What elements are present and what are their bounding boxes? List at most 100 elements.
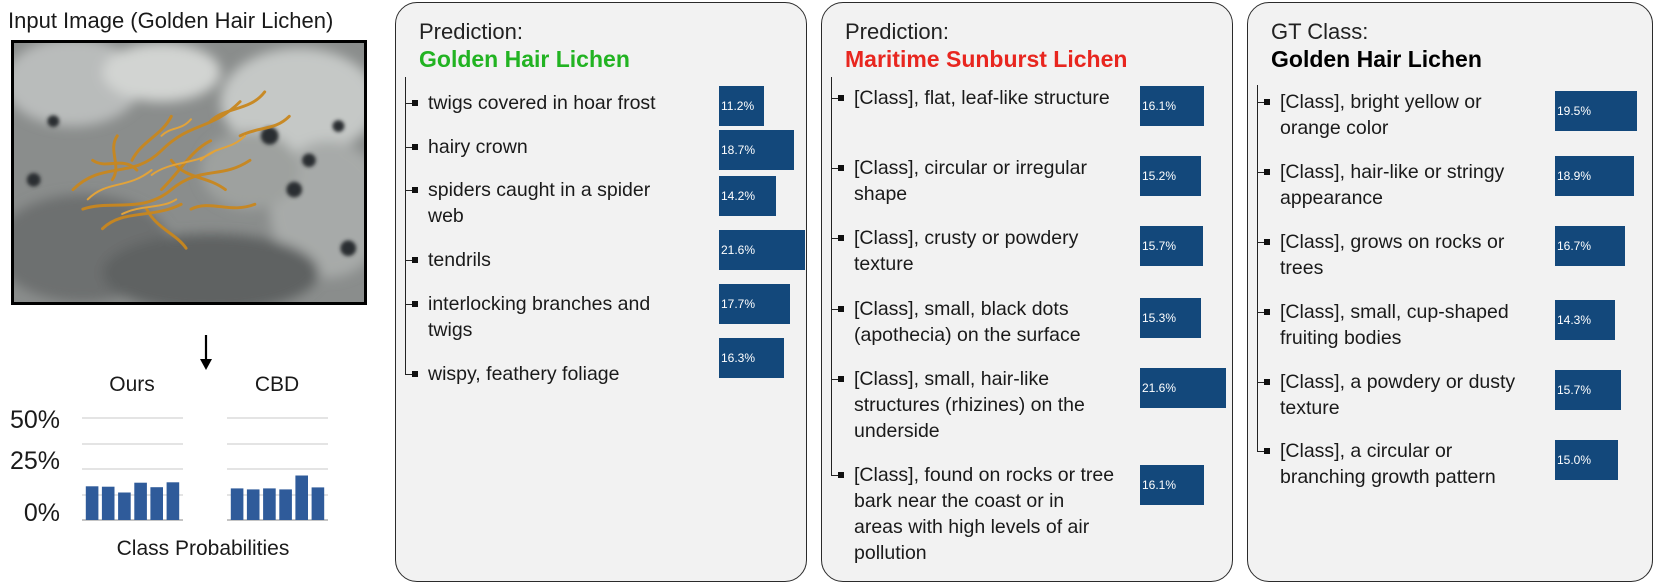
- tree-branch-line: [1257, 242, 1265, 243]
- tree-branch-line: [405, 304, 413, 305]
- concept-text: [Class], grows on rocks or trees: [1280, 231, 1505, 279]
- tree-node-marker: [1264, 169, 1270, 175]
- prediction-panel-2: Prediction: Maritime Sunburst Lichen [Cl…: [821, 2, 1233, 582]
- tree-node-marker: [412, 257, 418, 263]
- concept-text: [Class], circular or irregular shape: [854, 157, 1087, 205]
- concept-score-bar: 16.7%: [1555, 226, 1625, 266]
- chart-bars: [85, 475, 325, 520]
- concept-score-bar: 15.7%: [1140, 226, 1203, 266]
- probability-bar: [279, 489, 292, 520]
- concept-score-bar: 14.3%: [1555, 300, 1615, 340]
- lichen-photo: [14, 43, 364, 302]
- tree-branch-line: [1257, 451, 1265, 452]
- y-tick-25: 25%: [10, 447, 60, 475]
- tree-node-marker: [838, 306, 844, 312]
- y-tick-0: 0%: [24, 499, 60, 527]
- probability-bar: [311, 487, 325, 520]
- class-probability-chart: 50% 25% 0% Ours CBD Class Probabilities: [10, 373, 328, 560]
- tree-node-marker: [838, 95, 844, 101]
- concept-text: interlocking branches and twigs: [428, 293, 651, 341]
- concept-text: [Class], small, cup-shaped fruiting bodi…: [1280, 301, 1509, 349]
- tree-node-marker: [1264, 309, 1270, 315]
- tree-branch-line: [831, 98, 839, 99]
- concept-score-bar: 15.0%: [1555, 440, 1618, 480]
- tree-node-marker: [838, 376, 844, 382]
- probability-bar: [101, 486, 115, 520]
- concept-text: [Class], a circular or branching growth …: [1280, 440, 1496, 488]
- concept-score-bar: 18.7%: [719, 130, 794, 170]
- concept-score-bar: 14.2%: [719, 176, 776, 216]
- predicted-class: Golden Hair Lichen: [419, 46, 630, 72]
- concept-text: [Class], small, black dots (apothecia) o…: [854, 298, 1081, 346]
- tree-node-marker: [1264, 239, 1270, 245]
- concept-text: spiders caught in a spider web: [428, 179, 651, 227]
- concept-score-bar: 16.1%: [1140, 465, 1204, 505]
- tree-branch-line: [831, 379, 839, 380]
- probability-bar: [263, 488, 276, 520]
- tree-node-marker: [838, 472, 844, 478]
- tree-branch-line: [1257, 102, 1265, 103]
- concept-text: hairy crown: [428, 136, 528, 158]
- probability-bar: [166, 482, 180, 520]
- concept-text: [Class], a powdery or dusty texture: [1280, 371, 1516, 419]
- concept-text: [Class], flat, leaf-like structure: [854, 87, 1110, 109]
- probability-bar: [134, 482, 147, 520]
- concept-score-bar: 19.5%: [1555, 91, 1637, 131]
- concept-text: tendrils: [428, 249, 491, 271]
- probability-bar: [246, 489, 260, 520]
- tree-node-marker: [412, 301, 418, 307]
- concept-score-bar: 15.3%: [1140, 298, 1201, 338]
- tree-node-marker: [1264, 448, 1270, 454]
- group-label-cbd: CBD: [255, 373, 299, 396]
- input-image-title: Input Image (Golden Hair Lichen): [8, 8, 334, 33]
- tree-branch-line: [831, 475, 839, 476]
- tree-trunk-line: [405, 77, 406, 375]
- probability-bar: [85, 486, 99, 520]
- tree-node-marker: [412, 144, 418, 150]
- tree-branch-line: [405, 260, 413, 261]
- tree-node-marker: [412, 187, 418, 193]
- tree-branch-line: [1257, 312, 1265, 313]
- tree-branch-line: [405, 147, 413, 148]
- tree-node-marker: [412, 371, 418, 377]
- concept-score-bar: 16.1%: [1140, 86, 1204, 126]
- tree-node-marker: [1264, 99, 1270, 105]
- tree-trunk-line: [831, 77, 832, 475]
- tree-node-marker: [412, 100, 418, 106]
- probability-bar: [150, 487, 163, 520]
- tree-branch-line: [405, 103, 413, 104]
- concept-score-bar: 17.7%: [719, 284, 790, 324]
- tree-branch-line: [831, 238, 839, 239]
- predicted-class: Maritime Sunburst Lichen: [845, 46, 1128, 72]
- concept-score-bar: 21.6%: [1140, 368, 1226, 408]
- tree-branch-line: [405, 190, 413, 191]
- tree-branch-line: [1257, 382, 1265, 383]
- concept-text: [Class], found on rocks or tree bark nea…: [854, 464, 1115, 564]
- concept-score-bar: 18.9%: [1555, 156, 1634, 196]
- gt-class-panel: GT Class: Golden Hair Lichen [Class], br…: [1247, 2, 1653, 582]
- probability-bar: [118, 492, 131, 520]
- y-tick-50: 50%: [10, 406, 60, 434]
- probability-bar: [295, 475, 308, 520]
- tree-branch-line: [831, 168, 839, 169]
- concept-text: [Class], crusty or powdery texture: [854, 227, 1079, 275]
- prediction-panel-1: Prediction: Golden Hair Lichen twigs cov…: [395, 2, 807, 582]
- concept-text: twigs covered in hoar frost: [428, 92, 656, 114]
- panel-label: GT Class:: [1271, 19, 1369, 44]
- tree-branch-line: [831, 309, 839, 310]
- concept-text: [Class], hair-like or stringy appearance: [1280, 161, 1505, 209]
- tree-branch-line: [1257, 172, 1265, 173]
- concept-text: wispy, feathery foliage: [428, 363, 620, 385]
- chart-caption: Class Probabilities: [117, 537, 290, 560]
- concept-score-bar: 15.2%: [1140, 156, 1201, 196]
- concept-text: [Class], bright yellow or orange color: [1280, 91, 1482, 139]
- input-image: [11, 40, 367, 305]
- probability-bar: [230, 488, 244, 520]
- concept-text: [Class], small, hair-like structures (rh…: [854, 368, 1085, 442]
- panel-label: Prediction:: [845, 19, 949, 44]
- concept-score-bar: 16.3%: [719, 338, 784, 378]
- concept-score-bar: 15.7%: [1555, 370, 1621, 410]
- tree-branch-line: [405, 374, 413, 375]
- gt-class: Golden Hair Lichen: [1271, 46, 1482, 72]
- chart-grid: [82, 417, 328, 521]
